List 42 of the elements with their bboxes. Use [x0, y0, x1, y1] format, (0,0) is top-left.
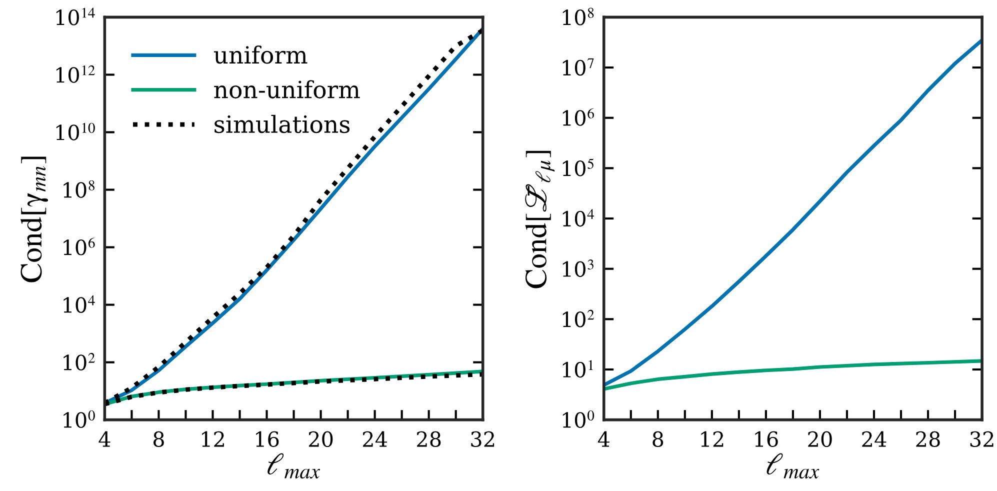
y-tick-label: 10$^{4}$: [562, 209, 594, 227]
y-tick-label: 10$^{3}$: [562, 259, 594, 277]
y-tick-label: 10$^{10}$: [56, 122, 95, 140]
x-axis-title: ℓ$_{max}$: [268, 453, 320, 478]
x-tick-label: 12: [202, 431, 224, 447]
x-tick-label: 16: [755, 431, 778, 448]
x-tick-label: 32: [471, 431, 494, 448]
y-tick-label: 10$^{6}$: [64, 238, 95, 256]
x-tick-label: 28: [916, 431, 940, 448]
legend-label: simulations: [214, 114, 350, 134]
y-tick-label: 10$^{0}$: [562, 410, 594, 428]
x-tick-label: 32: [970, 431, 994, 448]
y-tick-label: 10$^{0}$: [64, 410, 95, 428]
y-axis-title: Cond[γ$_{mn}$]: [20, 156, 48, 282]
x-axis-title: ℓ$_{max}$: [766, 453, 820, 478]
line-series: [604, 359, 982, 391]
legend-label: uniform: [214, 46, 308, 64]
x-tick-label: 28: [416, 431, 441, 448]
y-tick-label: 10$^{5}$: [562, 158, 594, 176]
y-tick-label: 10$^{12}$: [56, 65, 95, 83]
x-tick-label: 8: [652, 431, 664, 448]
x-tick-label: 4: [98, 431, 110, 447]
x-tick-label: 24: [362, 431, 388, 447]
y-tick-label: 10$^{8}$: [64, 180, 94, 198]
x-tick-label: 16: [256, 431, 279, 448]
x-tick-label: 4: [598, 431, 610, 447]
y-tick-label: 10$^{1}$: [562, 360, 593, 378]
y-tick-label: 10$^{8}$: [562, 8, 594, 26]
y-tick-label: 10$^{2}$: [562, 310, 594, 328]
y-tick-label: 10$^{4}$: [64, 295, 95, 313]
x-tick-label: 20: [808, 431, 832, 448]
x-tick-label: 24: [862, 431, 886, 447]
x-tick-label: 8: [153, 431, 164, 448]
x-tick-label: 20: [308, 431, 333, 448]
y-tick-label: 10$^{2}$: [64, 352, 95, 370]
legend-label: non-uniform: [214, 80, 360, 98]
line-series: [604, 38, 982, 387]
y-axis-title: Cond[ℒ̄$_{ℓμ}$]: [525, 150, 555, 288]
x-tick-label: 12: [701, 431, 724, 447]
y-tick-label: 10$^{6}$: [562, 108, 594, 126]
y-tick-label: 10$^{7}$: [562, 58, 594, 76]
y-tick-label: 10$^{14}$: [56, 8, 95, 26]
